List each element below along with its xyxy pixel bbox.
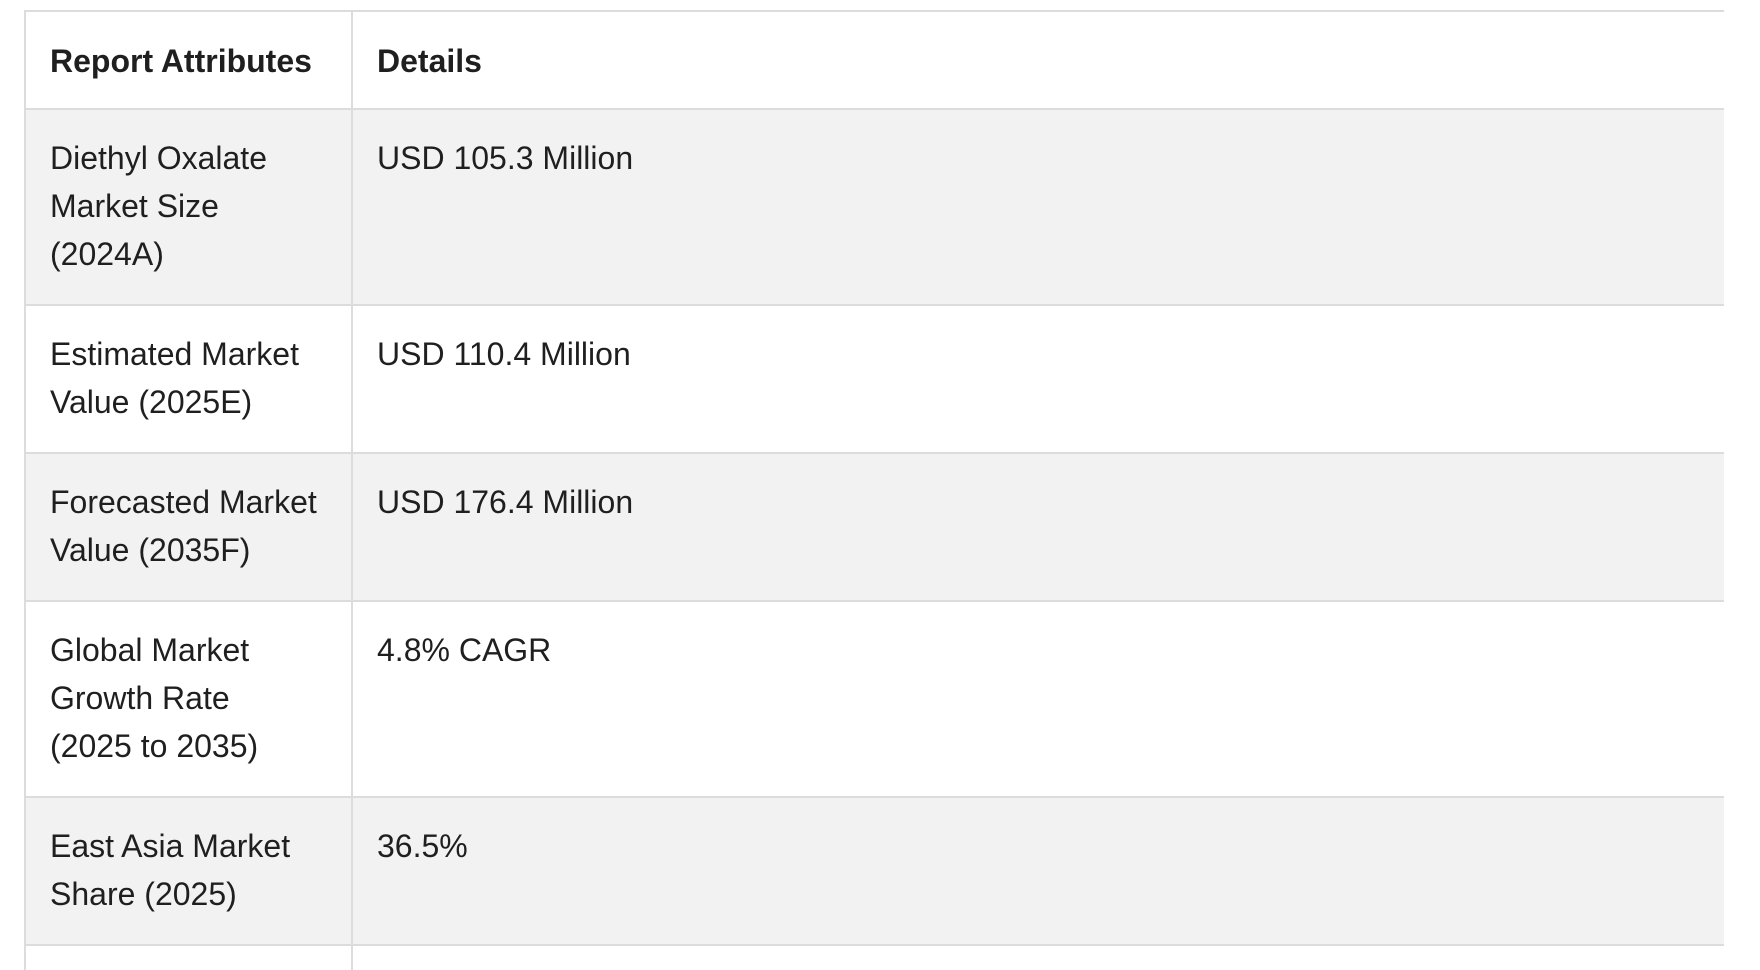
header-report-attributes: Report Attributes: [24, 10, 353, 110]
attribute-cell: East Asia Market Share (2025): [24, 796, 353, 946]
attribute-line: Forecasted Market: [50, 484, 317, 520]
attribute-line: Value (2025E): [50, 384, 253, 420]
table-row: East Asia Market Share (2025) 36.5%: [24, 796, 1724, 946]
attribute-line: (2024A): [50, 236, 164, 272]
attribute-line: Diethyl Oxalate: [50, 140, 267, 176]
table-row: Global Market Growth Rate (2025 to 2035) 4.…: [24, 600, 1724, 798]
attribute-line: Estimated Market: [50, 336, 299, 372]
attribute-cell: Estimated Market Value (2025E): [24, 304, 353, 454]
header-details: Details: [351, 10, 1724, 110]
report-attributes-table: Report Attributes Details Diethyl Oxalat…: [24, 10, 1724, 970]
attribute-cell: [24, 944, 353, 970]
details-cell: 4.8% CAGR: [351, 600, 1724, 798]
details-cell: USD 105.3 Million: [351, 108, 1724, 306]
attribute-line: Market Size: [50, 188, 219, 224]
attribute-cell: Forecasted Market Value (2035F): [24, 452, 353, 602]
table-body: Diethyl Oxalate Market Size (2024A) USD 105…: [24, 108, 1724, 970]
table-row: Diethyl Oxalate Market Size (2024A) USD 105…: [24, 108, 1724, 306]
attribute-line: Global Market: [50, 632, 250, 668]
attribute-line: Growth Rate: [50, 680, 230, 716]
attribute-cell: Diethyl Oxalate Market Size (2024A): [24, 108, 353, 306]
details-cell: USD 176.4 Million: [351, 452, 1724, 602]
details-cell: USD 110.4 Million: [351, 304, 1724, 454]
details-cell: 36.5%: [351, 796, 1724, 946]
attribute-cell: Global Market Growth Rate (2025 to 2035): [24, 600, 353, 798]
attribute-line: East Asia Market: [50, 828, 291, 864]
attribute-line: (2025 to 2035): [50, 728, 259, 764]
report-attributes-table-container: Report Attributes Details Diethyl Oxalat…: [24, 10, 1724, 970]
table-header-row: Report Attributes Details: [24, 10, 1724, 110]
attribute-line: Value (2035F): [50, 532, 251, 568]
table-row: [24, 944, 1724, 970]
attribute-line: Share (2025): [50, 876, 237, 912]
table-row: Forecasted Market Value (2035F) USD 176.4 …: [24, 452, 1724, 602]
table-row: Estimated Market Value (2025E) USD 110.4 M…: [24, 304, 1724, 454]
details-cell: [351, 944, 1724, 970]
